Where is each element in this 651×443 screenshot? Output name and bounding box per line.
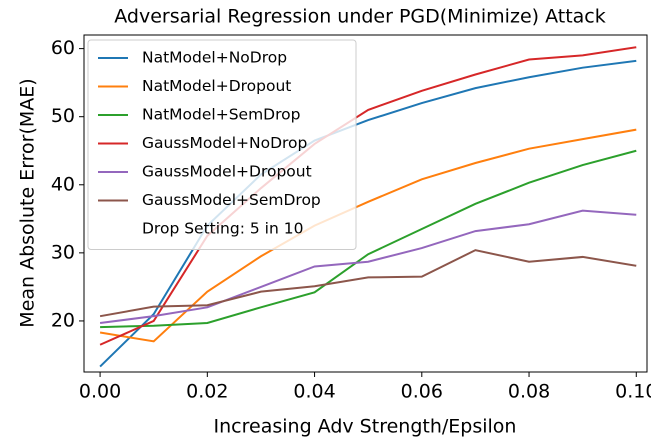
line: [99, 59, 637, 368]
legend-label: GaussModel+SemDrop: [142, 191, 321, 209]
y-tick-label: 20: [51, 309, 75, 331]
legend-note: Drop Setting: 5 in 10: [142, 220, 303, 238]
legend-label: NatModel+SemDrop: [142, 106, 300, 124]
chart-title: Adversarial Regression under PGD(Minimiz…: [114, 6, 606, 28]
x-tick-label: 0.06: [401, 381, 443, 403]
x-tick-label: 0.10: [615, 381, 651, 403]
legend-label: GaussModel+Dropout: [142, 163, 312, 181]
line: [99, 209, 637, 324]
y-tick-label: 60: [51, 37, 75, 59]
legend-box: [87, 39, 357, 250]
x-tick-label: 0.08: [508, 381, 550, 403]
line: [99, 128, 637, 343]
legend-label: NatModel+Dropout: [142, 77, 291, 95]
y-tick-label: 50: [51, 105, 75, 127]
plot-frame: [83, 34, 648, 373]
line: [99, 249, 637, 318]
x-tick-label: 0.00: [79, 381, 121, 403]
line: [99, 46, 637, 346]
y-tick-label: 30: [51, 241, 75, 263]
x-tick-label: 0.04: [293, 381, 335, 403]
y-tick-label: 40: [51, 173, 75, 195]
x-tick-label: 0.02: [186, 381, 228, 403]
x-axis-label: Increasing Adv Strength/Epsilon: [214, 416, 517, 438]
line: [100, 149, 637, 329]
y-axis-label: Mean Absolute Error(MAE): [17, 78, 39, 327]
legend-label: GaussModel+NoDrop: [142, 134, 307, 152]
legend-label: NatModel+NoDrop: [142, 49, 287, 67]
